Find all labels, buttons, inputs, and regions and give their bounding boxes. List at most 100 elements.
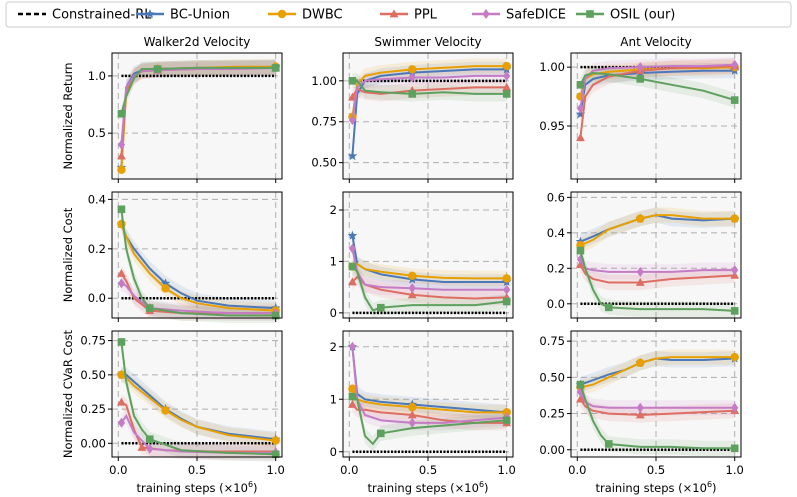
x-axis-label: training steps (×106)	[595, 480, 716, 495]
point-safedice	[576, 103, 585, 114]
legend-item-ppl: PPL	[380, 8, 438, 23]
y-tick-label: 1.00	[311, 74, 337, 88]
y-tick-label: 0.25	[80, 402, 106, 416]
x-tick-label: 0.0	[568, 463, 586, 477]
series-group	[575, 57, 740, 146]
band-osil-our	[121, 201, 276, 324]
y-tick-label: 1.0	[88, 69, 106, 83]
series-group	[116, 201, 281, 324]
point-ppl	[502, 82, 512, 91]
point-osil-our	[730, 307, 739, 315]
point-dwbc	[408, 271, 417, 281]
point-safedice	[408, 283, 416, 294]
point-osil-our	[271, 64, 280, 72]
panel-r0-c2: 0.95 1.00	[539, 52, 742, 183]
point-osil-our	[348, 77, 357, 85]
panel-title-ant-velocity: Ant Velocity	[620, 35, 691, 49]
y-tick-label: 0	[330, 445, 337, 459]
y-tick-label: 0.25	[539, 407, 565, 421]
y-tick-label: 0.2	[88, 242, 106, 256]
series-group	[575, 207, 740, 319]
y-tick-label: 0.75	[311, 115, 337, 129]
point-safedice	[348, 341, 357, 352]
point-safedice	[503, 70, 511, 81]
point-dwbc	[117, 370, 126, 380]
panel-r2-c1: 0 1 2 0.0 0.5 1.0 training steps (×106)	[330, 330, 516, 495]
band-ppl	[352, 269, 507, 306]
point-ppl	[348, 399, 357, 408]
point-dwbc	[348, 384, 357, 393]
y-tick-label: 0.75	[539, 334, 565, 348]
point-dwbc	[730, 214, 739, 223]
x-tick-label: 0.0	[109, 463, 127, 477]
point-safedice	[348, 115, 357, 126]
point-osil-our	[502, 416, 511, 425]
point-safedice	[731, 59, 739, 70]
y-tick-label: 0.4	[88, 192, 106, 206]
band-osil-our	[121, 334, 276, 462]
x-tick-label: 0.0	[340, 463, 358, 477]
line-safedice	[351, 74, 507, 121]
line-ppl	[579, 398, 735, 417]
point-osil-our	[576, 380, 585, 389]
legend-item-dwbc: DWBC	[268, 8, 343, 23]
legend-label: PPL	[414, 8, 438, 23]
y-tick-label: 1.00	[539, 60, 565, 74]
point-safedice	[117, 278, 126, 289]
point-dwbc	[636, 358, 645, 368]
y-tick-label: 2	[330, 340, 337, 354]
point-dwbc	[161, 284, 170, 293]
band-dwbc	[121, 367, 276, 449]
point-osil-our	[604, 303, 613, 312]
point-dwbc	[636, 214, 645, 223]
band-bc-union	[352, 339, 507, 420]
legend: Constrained-RL BC-Union DWBC PPL SafeDICE OSI…	[5, 1, 792, 28]
point-safedice	[636, 266, 644, 277]
point-osil-our	[271, 311, 280, 320]
line-bc-union	[351, 68, 507, 157]
point-osil-our	[271, 450, 280, 459]
x-tick-label: 1.0	[267, 463, 285, 477]
line-bc-union	[351, 346, 507, 414]
band-dwbc	[352, 381, 507, 420]
line-dwbc	[351, 262, 507, 280]
y-tick-label: 0.2	[547, 261, 565, 275]
band-bc-union	[121, 59, 276, 176]
line-osil-our	[120, 66, 276, 114]
band-osil-our	[352, 259, 507, 318]
point-osil-our	[408, 90, 417, 98]
band-dwbc	[580, 207, 735, 253]
row-label-normalized-cvar-cost: Normalized CVaR Cost	[61, 329, 75, 458]
legend-item-bc-union: BC-Union	[136, 8, 230, 23]
point-dwbc	[161, 406, 170, 415]
point-dwbc	[502, 274, 511, 283]
point-osil-our	[730, 96, 739, 104]
point-dwbc	[408, 402, 417, 412]
row-label-normalized-return: Normalized Return	[61, 62, 75, 169]
line-osil-our	[579, 71, 735, 102]
band-safedice	[121, 408, 276, 461]
point-dwbc	[502, 61, 511, 71]
panel-r1-c2: 0.0 0.2 0.4 0.6	[547, 190, 742, 322]
y-tick-label: 0.75	[80, 334, 106, 348]
point-bc-union	[347, 230, 358, 240]
point-dwbc	[730, 352, 739, 362]
legend-label: DWBC	[302, 8, 343, 23]
point-ppl	[117, 397, 126, 406]
legend-label: BC-Union	[170, 8, 230, 23]
panel-r2-c0: 0.00 0.25 0.50 0.75 0.0 0.5 1.0 training steps …	[80, 330, 285, 495]
legend-label: SafeDICE	[506, 8, 566, 23]
point-ppl	[576, 133, 585, 142]
band-bc-union	[121, 216, 276, 316]
point-osil-our	[117, 338, 126, 346]
legend-square-marker	[586, 10, 594, 18]
point-osil-our	[636, 75, 645, 83]
y-tick-label: 0.50	[80, 368, 106, 382]
point-dwbc	[408, 65, 417, 74]
x-tick-label: 0.5	[188, 463, 206, 477]
band-bc-union	[580, 63, 735, 122]
point-ppl	[635, 277, 645, 286]
y-tick-label: 0.0	[547, 297, 565, 311]
legend-item-safedice: SafeDICE	[472, 8, 566, 23]
y-tick-label: 1	[330, 254, 337, 268]
